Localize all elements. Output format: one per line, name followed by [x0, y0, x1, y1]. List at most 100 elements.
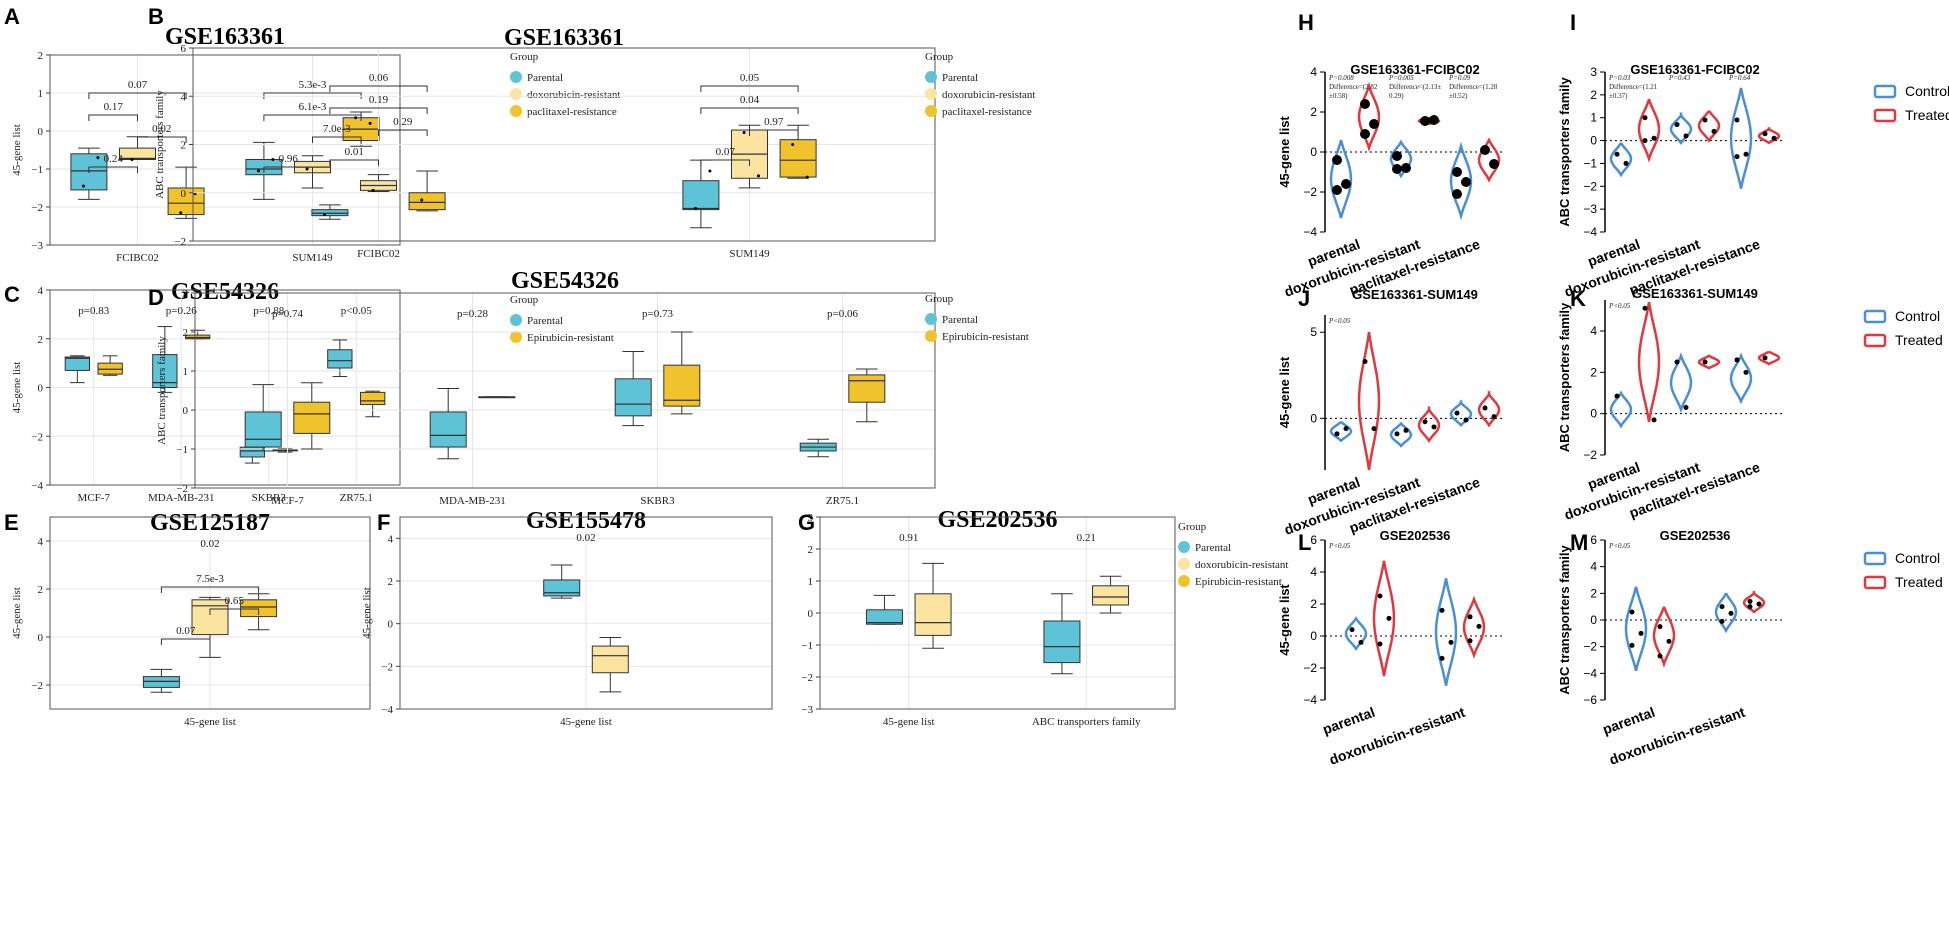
- legend-marker: [510, 314, 522, 326]
- plot-frame: [399, 516, 773, 710]
- data-point: [1719, 604, 1725, 610]
- y-tick-label: 2: [38, 50, 44, 62]
- p-value-label: p=0.28: [457, 308, 488, 320]
- data-point: [1476, 623, 1482, 629]
- legend-swatch: [1863, 309, 1887, 324]
- legend-title: Group: [925, 51, 954, 63]
- violin-control: [1329, 420, 1353, 443]
- p-value-label: 0.21: [1077, 532, 1096, 544]
- bracket-label: 0.02: [152, 123, 171, 135]
- panel-title: GSE54326: [511, 268, 619, 294]
- data-point: [1642, 305, 1648, 311]
- stat-annotation: ±0.37): [1609, 92, 1628, 100]
- legend-label: Parental: [1195, 542, 1231, 554]
- plot-frame: [49, 54, 401, 246]
- panel-letter: L: [1298, 530, 1311, 555]
- data-point: [805, 175, 809, 179]
- significance-bracket: [700, 107, 799, 114]
- p-value-label: p<0.05: [341, 305, 372, 317]
- data-point: [1683, 133, 1689, 139]
- data-point: [1439, 607, 1445, 613]
- legend-label: Epirubicin-resistant: [942, 331, 1029, 343]
- data-point: [1341, 179, 1351, 189]
- data-point: [1702, 359, 1708, 365]
- violin-control: [1624, 586, 1648, 671]
- panel-k: K GSE163361-SUM149 −2 0 2 4 ABC transporters f…: [1557, 286, 1943, 523]
- box-body: [914, 593, 952, 636]
- data-point: [1467, 638, 1473, 644]
- data-point: [694, 206, 697, 210]
- panel-letter: G: [798, 510, 815, 535]
- box-parental: [1043, 593, 1081, 675]
- box-pac: [342, 111, 380, 147]
- panel-title: GSE163361-FCIBC02: [1350, 62, 1479, 77]
- y-tick-label: −2: [31, 680, 43, 692]
- panel-title: GSE163361-SUM149: [1352, 287, 1478, 302]
- stat-annotation: P<0.05: [1328, 317, 1351, 325]
- y-tick-label: −2: [1303, 661, 1317, 675]
- legend-title: Group: [1178, 521, 1207, 533]
- box-body: [244, 411, 282, 448]
- stat-annotation: ±0.58): [1329, 92, 1348, 100]
- y-tick-label: 0: [1310, 629, 1317, 643]
- data-point: [1629, 642, 1635, 648]
- y-tick-label: 2: [1590, 88, 1597, 102]
- x-tick-label: MCF-7: [78, 492, 111, 504]
- box-pac: [779, 124, 817, 179]
- violin-treated: [1697, 354, 1721, 370]
- data-point: [1642, 138, 1648, 144]
- box-parental: [865, 594, 903, 625]
- legend-label: Epirubicin-resistant: [1195, 576, 1282, 588]
- legend-marker: [1178, 558, 1190, 570]
- bracket-label: 6.1e-3: [299, 101, 327, 113]
- bracket-label: 0.06: [369, 72, 389, 84]
- violin-treated: [1477, 389, 1501, 428]
- bracket-label: 0.29: [393, 116, 413, 128]
- data-point: [757, 174, 760, 178]
- legend: Group Parental Epirubicin-resistant: [510, 294, 614, 344]
- y-tick-label: 2: [1310, 597, 1317, 611]
- data-point: [179, 211, 183, 215]
- panel-letter: F: [377, 510, 390, 535]
- significance-bracket: [378, 129, 428, 136]
- data-point: [1711, 128, 1717, 134]
- stat-annotation: P=0.005: [1388, 74, 1414, 82]
- stat-annotation: 0.29): [1389, 92, 1404, 100]
- stat-annotation: P=0.09: [1448, 74, 1471, 82]
- violin-treated: [1757, 350, 1781, 366]
- panel-title: GSE202536: [937, 507, 1057, 533]
- y-tick-label: −2: [1583, 640, 1597, 654]
- y-tick-label: −2: [381, 661, 393, 673]
- x-tick-label: ZR75.1: [826, 495, 859, 507]
- y-tick-label: 2: [38, 334, 44, 346]
- y-tick-label: −2: [174, 236, 186, 248]
- y-tick-label: 2: [1590, 365, 1597, 379]
- significance-bracket: [329, 85, 428, 92]
- p-value-label: p=0.74: [272, 308, 303, 320]
- bracket-label: 0.19: [369, 94, 389, 106]
- significance-bracket: [329, 159, 379, 166]
- legend-marker: [510, 88, 522, 100]
- data-point: [1614, 393, 1620, 399]
- data-point: [1358, 639, 1364, 645]
- data-point: [1743, 369, 1749, 375]
- violin-treated: [1637, 99, 1661, 163]
- y-axis-label: ABC transporters family: [1557, 302, 1572, 452]
- data-point: [1448, 639, 1454, 645]
- legend-marker: [510, 105, 522, 117]
- legend-label: doxorubicin-resistant: [942, 89, 1035, 101]
- legend-marker: [925, 313, 937, 325]
- y-tick-label: −4: [1303, 693, 1317, 707]
- p-value-label: 0.91: [899, 532, 918, 544]
- y-tick-label: −1: [1583, 156, 1597, 170]
- data-point: [420, 198, 424, 202]
- data-point: [1747, 604, 1753, 610]
- box-dox: [731, 124, 768, 189]
- x-tick-label: SKBR3: [252, 492, 287, 504]
- violin-control: [1729, 352, 1753, 405]
- violin-treated: [1462, 595, 1486, 659]
- legend-label: paclitaxel-resistance: [527, 106, 617, 118]
- violin-control: [1669, 352, 1693, 414]
